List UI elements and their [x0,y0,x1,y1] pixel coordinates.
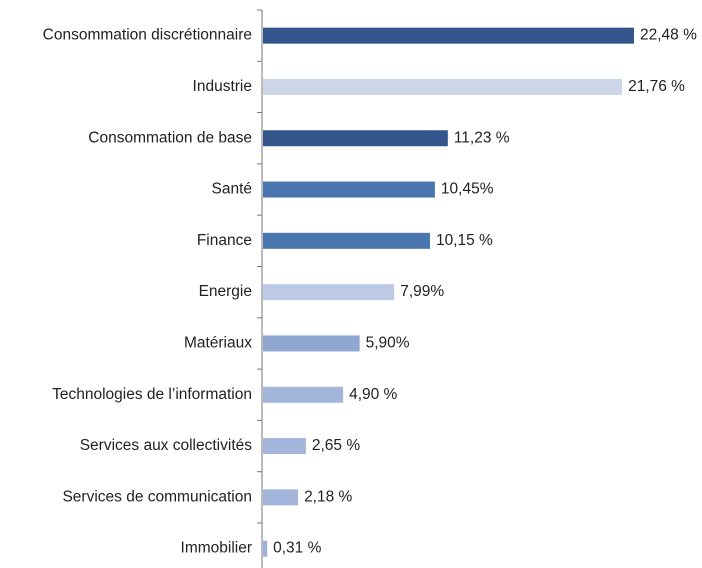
bar [263,386,344,403]
bar [263,181,435,198]
bar [263,335,360,352]
bar [263,27,634,44]
category-label: Matériaux [184,335,252,352]
value-label: 0,31 % [273,540,321,557]
value-label: 2,18 % [304,488,352,505]
value-label: 22,48 % [640,27,697,44]
value-label: 11,23 % [454,129,510,146]
category-label: Santé [211,181,252,198]
value-label: 5,90% [366,335,410,352]
value-label: 21,76 % [628,78,685,95]
bar [263,540,268,557]
category-label: Finance [197,232,252,249]
category-label: Consommation de base [88,129,252,146]
value-label: 10,45% [441,181,494,198]
category-label: Industrie [193,78,252,95]
value-label: 2,65 % [312,437,360,454]
category-label: Services de communication [62,488,252,505]
bar [263,130,448,147]
category-label: Services aux collectivités [80,437,253,454]
bar [263,78,623,95]
bar [263,438,306,455]
value-label: 4,90 % [349,386,397,403]
category-label: Consommation discrétionnaire [43,27,252,44]
category-label: Energie [199,283,252,300]
bar [263,284,395,301]
category-label: Technologies de l’information [52,386,252,403]
bar [263,489,299,506]
value-label: 10,15 % [436,232,493,249]
value-label: 7,99% [400,283,444,300]
category-label: Immobilier [181,540,252,557]
bar [263,232,430,249]
